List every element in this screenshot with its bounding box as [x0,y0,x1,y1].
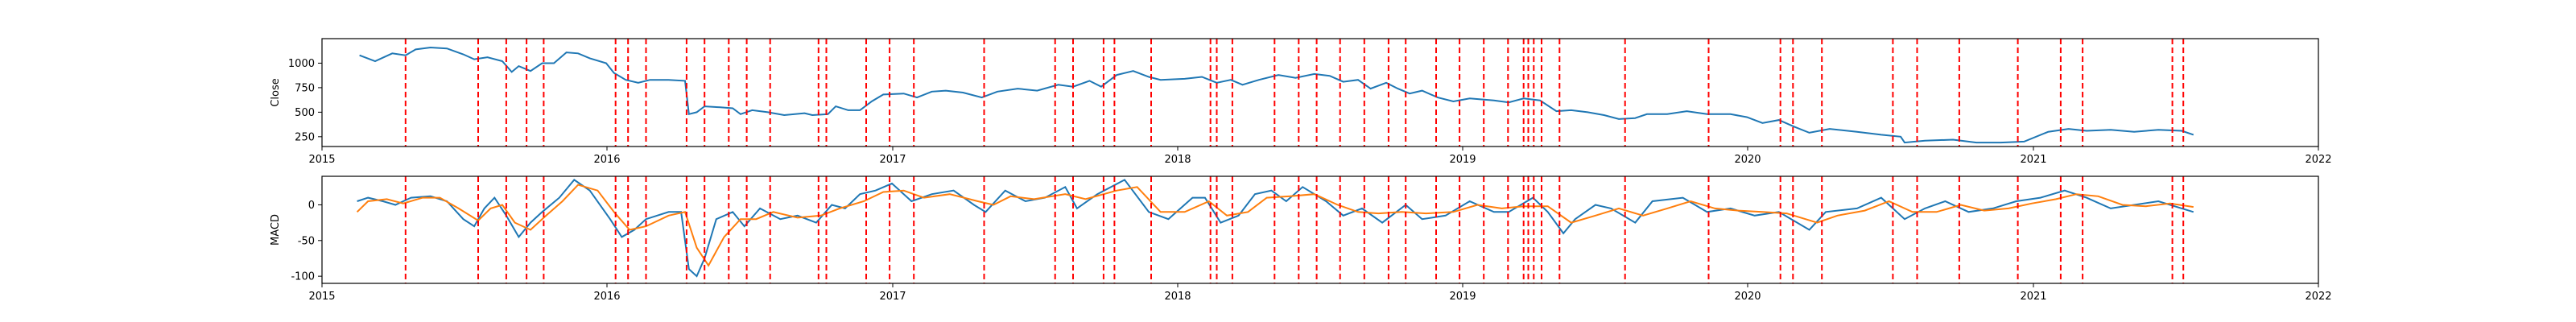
x-tick-label: 2018 [1164,154,1191,166]
x-tick-label: 2021 [2020,291,2046,303]
macd-panel: 2015 2016 2017 2018 2019 2020 2021 2022 -100 -50 0… [270,175,2332,303]
x-tick-label: 2020 [1734,291,1761,303]
x-tick-label: 2015 [308,154,335,166]
x-tick-label: 2019 [1449,154,1476,166]
series-line-0 [359,46,2194,144]
series-line-1 [356,184,2194,267]
y-tick-label: -50 [298,235,315,247]
y-tick-label: -100 [291,271,315,283]
y-tick-label: 500 [295,107,315,119]
y-axis-label: Close [270,78,282,106]
series-line-0 [357,179,2194,278]
x-tick-label: 2015 [308,291,335,303]
x-tick-label: 2020 [1734,154,1761,166]
y-tick-label: 1000 [288,58,315,70]
x-tick-label: 2017 [879,291,906,303]
y-tick-label: 250 [295,131,315,143]
x-tick-label: 2019 [1449,291,1476,303]
x-tick-label: 2022 [2305,291,2331,303]
x-tick-label: 2016 [593,291,620,303]
axes-frame [321,175,2319,284]
y-tick-label: 750 [295,82,315,94]
x-tick-label: 2017 [879,154,906,166]
close-price-panel: 2015 2016 2017 2018 2019 2020 2021 2022 250 500 75… [270,38,2332,166]
x-tick-label: 2022 [2305,154,2331,166]
x-tick-label: 2021 [2020,154,2046,166]
y-axis-label: MACD [270,214,282,246]
x-tick-label: 2016 [593,154,620,166]
y-tick-label: 0 [308,200,315,212]
x-tick-label: 2018 [1164,291,1191,303]
axes-frame [321,38,2319,147]
